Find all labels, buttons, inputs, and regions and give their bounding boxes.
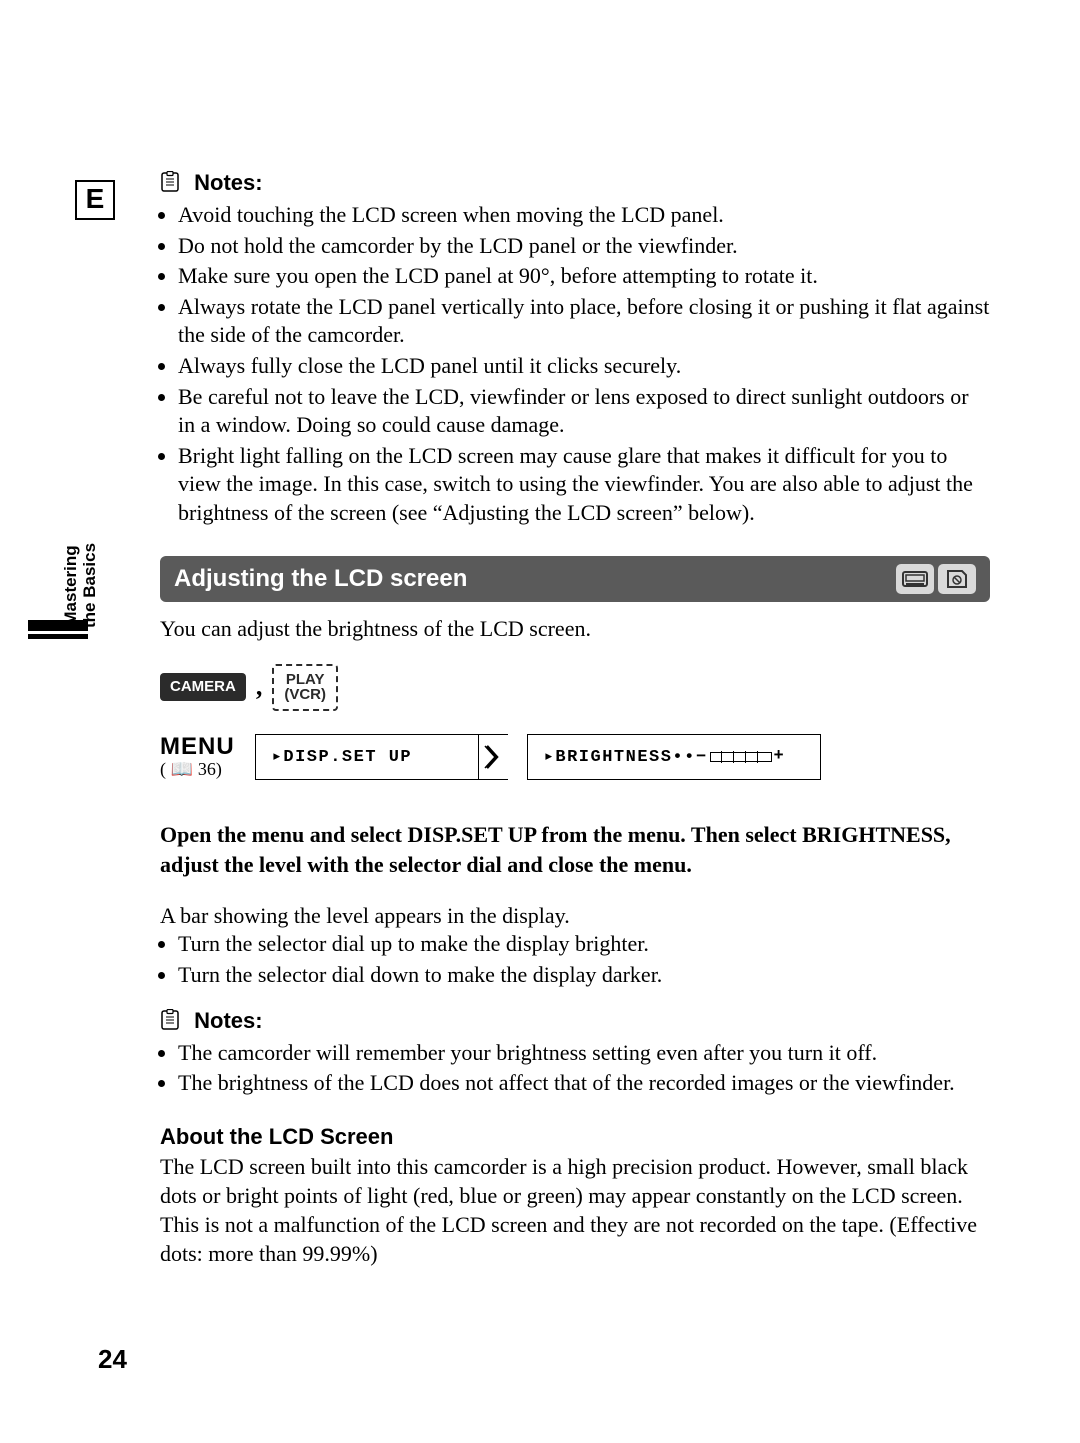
page-number: 24 (98, 1344, 127, 1375)
note-icon (160, 171, 182, 199)
note-item: Avoid touching the LCD screen when movin… (178, 201, 990, 230)
mode-row: CAMERA , PLAY (VCR) (160, 664, 990, 712)
note-item: Always fully close the LCD panel until i… (178, 352, 990, 381)
brightness-plus: + (774, 747, 786, 766)
main-instruction: Open the menu and select DISP.SET UP fro… (160, 820, 990, 879)
notes-heading-1-text: Notes: (194, 170, 262, 195)
note-item: Bright light falling on the LCD screen m… (178, 442, 990, 528)
play-vcr-mode-badge: PLAY (VCR) (272, 664, 338, 712)
about-heading: About the LCD Screen (160, 1124, 990, 1150)
menu-ref: ( 📖 36) (160, 759, 235, 780)
about-paragraph: The LCD screen built into this camcorder… (160, 1152, 990, 1268)
brightness-slider-icon (710, 752, 772, 762)
menu-path-row: MENU ( 📖 36) ▸DISP.SET UP ▸BRIGHTNESS••− (160, 733, 990, 780)
side-tab-label: Mastering the Basics (62, 543, 99, 628)
note-item: Be careful not to leave the LCD, viewfin… (178, 383, 990, 440)
play-label: PLAY (284, 672, 326, 688)
menu-arrow-icon (478, 734, 508, 780)
menu-ref-num: 36) (198, 759, 222, 779)
level-bullets: Turn the selector dial up to make the di… (160, 930, 990, 989)
note-item: The brightness of the LCD does not affec… (178, 1069, 990, 1098)
menu-ref-prefix: ( (160, 759, 171, 779)
note-item: Always rotate the LCD panel vertically i… (178, 293, 990, 350)
note-item: Do not hold the camcorder by the LCD pan… (178, 232, 990, 261)
section-heading-bar: Adjusting the LCD screen (160, 556, 990, 602)
section-mode-icons (896, 564, 976, 594)
content-column: Notes: Avoid touching the LCD screen whe… (160, 170, 990, 1268)
brightness-label: ▸BRIGHTNESS••− (544, 746, 708, 767)
notes-heading-2: Notes: (160, 1008, 990, 1037)
tape-icon (896, 564, 934, 594)
note-item: The camcorder will remember your brightn… (178, 1039, 990, 1068)
language-marker: E (75, 180, 115, 220)
level-bullet: Turn the selector dial down to make the … (178, 961, 990, 990)
vcr-label: (VCR) (284, 687, 326, 703)
book-icon: 📖 (171, 759, 198, 779)
manual-page: E Notes: Avoid touching the LCD screen w… (0, 0, 1080, 1443)
note-item: Make sure you open the LCD panel at 90°,… (178, 262, 990, 291)
side-tab-line1: Mastering (62, 543, 81, 628)
note-icon (160, 1009, 182, 1037)
level-bullet: Turn the selector dial up to make the di… (178, 930, 990, 959)
section-intro: You can adjust the brightness of the LCD… (160, 616, 990, 642)
menu-step-2: ▸BRIGHTNESS••− + (527, 734, 821, 780)
side-tab-line2: the Basics (81, 543, 100, 628)
level-paragraph: A bar showing the level appears in the d… (160, 901, 990, 930)
notes-list-2: The camcorder will remember your brightn… (160, 1039, 990, 1098)
menu-step-1: ▸DISP.SET UP (255, 734, 479, 780)
notes-list-1: Avoid touching the LCD screen when movin… (160, 201, 990, 528)
card-icon (938, 564, 976, 594)
menu-label-block: MENU ( 📖 36) (160, 733, 235, 780)
menu-label: MENU (160, 733, 235, 761)
notes-heading-1: Notes: (160, 170, 990, 199)
section-title: Adjusting the LCD screen (174, 565, 467, 593)
notes-heading-2-text: Notes: (194, 1008, 262, 1033)
camera-mode-badge: CAMERA (160, 673, 246, 701)
comma: , (256, 672, 263, 702)
